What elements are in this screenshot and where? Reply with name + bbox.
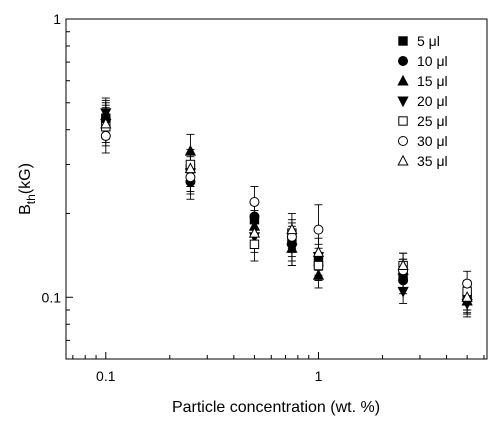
legend-marker-series-1 xyxy=(398,36,408,46)
axis-ticks: 0.1 1 0.1 1 xyxy=(42,11,485,384)
x-tick-label: 1 xyxy=(315,368,323,384)
legend-marker-series-7 xyxy=(397,154,409,166)
plot-frame xyxy=(65,18,488,360)
legend-label-series-2: 10 μl xyxy=(417,53,448,69)
legend-label-series-5: 25 μl xyxy=(417,113,448,129)
data-point-series-4 xyxy=(100,108,112,120)
legend-label-series-7: 35 μl xyxy=(417,153,448,169)
data-point-series-5 xyxy=(249,239,260,250)
legend-marker-series-3 xyxy=(397,74,409,86)
data-point-series-7 xyxy=(286,223,298,235)
data-point-series-5 xyxy=(313,260,324,271)
data-point-series-6 xyxy=(313,224,324,235)
legend-label-series-6: 30 μl xyxy=(417,133,448,149)
data-point-series-6 xyxy=(249,196,260,207)
data-point-series-6 xyxy=(462,278,473,289)
data-point-series-7 xyxy=(397,259,409,271)
y-tick-label: 0.1 xyxy=(42,289,62,305)
data-point-series-2 xyxy=(249,211,260,222)
legend-label-series-1: 5 μl xyxy=(417,33,440,49)
y-axis-title-main: B xyxy=(17,204,34,215)
legend-label-series-4: 20 μl xyxy=(417,93,448,109)
legend-marker-series-2 xyxy=(398,56,408,66)
data-point-series-6 xyxy=(100,130,111,141)
x-axis-title: Particle concentration (wt. %) xyxy=(172,399,380,416)
legend-marker-series-4 xyxy=(397,96,409,108)
error-bars xyxy=(101,97,472,318)
legend-label-series-3: 15 μl xyxy=(417,73,448,89)
data-point-series-7 xyxy=(184,162,197,174)
data-point-series-7 xyxy=(312,246,325,257)
legend-marker-series-6 xyxy=(398,136,408,146)
y-axis-title-subscript: th xyxy=(24,194,38,204)
y-axis-title: Bth(kG) xyxy=(17,163,38,215)
data-point-series-4 xyxy=(286,243,298,255)
data-point-series-3 xyxy=(184,144,197,156)
data-point-series-7 xyxy=(248,226,261,238)
legend-marker-series-5 xyxy=(398,116,408,126)
data-markers xyxy=(100,108,473,310)
data-point-series-6 xyxy=(185,172,196,183)
legend: 5 μl 10 μl 15 μl 20 μl 25 μl 30 μl 35 μl xyxy=(397,33,448,169)
data-point-series-7 xyxy=(461,290,473,302)
data-point-series-7 xyxy=(100,117,112,129)
data-point-series-3 xyxy=(312,268,325,280)
data-point-series-2 xyxy=(398,275,409,286)
data-point-series-4 xyxy=(397,286,409,298)
x-tick-label: 0.1 xyxy=(96,368,116,384)
y-tick-label: 1 xyxy=(53,11,61,27)
y-axis-title-unit: (kG) xyxy=(17,163,34,194)
